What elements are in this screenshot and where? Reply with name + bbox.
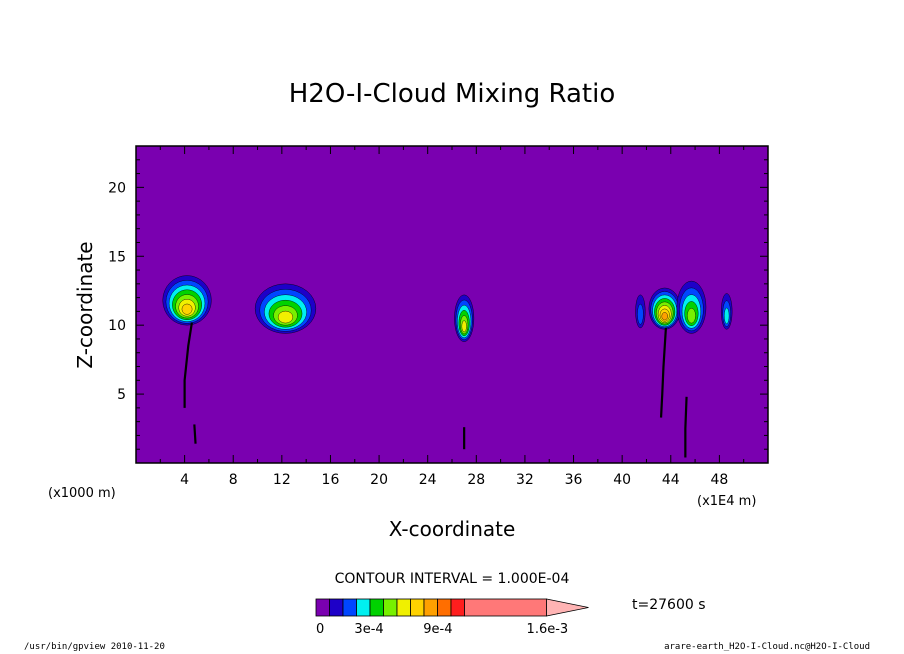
contour-streak bbox=[659, 327, 668, 418]
contour-streak bbox=[193, 424, 197, 444]
footer-left: /usr/bin/gpview 2010-11-20 bbox=[24, 642, 165, 652]
y-tick-label: 20 bbox=[108, 180, 126, 196]
x-tick-label: 12 bbox=[273, 472, 291, 488]
x-tick-label: 44 bbox=[662, 472, 680, 488]
x-unit-right: (x1E4 m) bbox=[697, 494, 756, 509]
y-tick-label: 5 bbox=[117, 387, 126, 403]
colorbar bbox=[315, 598, 589, 617]
colorbar-box bbox=[383, 598, 398, 617]
time-label: t=27600 s bbox=[632, 597, 706, 613]
colorbar-box bbox=[356, 598, 371, 617]
cloud-contour-level bbox=[661, 312, 668, 321]
colorbar-label: 9e-4 bbox=[423, 622, 452, 637]
y-tick-label: 10 bbox=[108, 318, 126, 334]
x-tick-labels: 4 8 12 16 20 24 28 32 36 40 44 48 bbox=[180, 472, 728, 488]
cloud-contour-level bbox=[637, 303, 644, 325]
contour-lines bbox=[183, 322, 688, 458]
x-tick-label: 36 bbox=[565, 472, 583, 488]
colorbar-box bbox=[396, 598, 411, 617]
y-axis-label: Z-coordinate bbox=[73, 241, 97, 368]
x-tick-label: 8 bbox=[229, 472, 238, 488]
x-tick-label: 4 bbox=[180, 472, 189, 488]
x-tick-label: 48 bbox=[710, 472, 728, 488]
x-tick-label: 28 bbox=[467, 472, 485, 488]
colorbar-box bbox=[329, 598, 344, 617]
x-tick-label: 32 bbox=[516, 472, 534, 488]
cloud-contour-level bbox=[687, 307, 696, 324]
y-tick-labels: 5 10 15 20 bbox=[108, 180, 126, 403]
contour-interval-text: CONTOUR INTERVAL = 1.000E-04 bbox=[335, 571, 570, 587]
colorbar-labels: 0 3e-4 9e-4 1.6e-3 bbox=[316, 622, 568, 637]
colorbar-box bbox=[450, 598, 465, 617]
colorbar-label: 0 bbox=[316, 622, 324, 637]
contour-streak bbox=[684, 396, 688, 458]
footer-right: arare-earth_H2O-I-Cloud.nc@H2O-I-Cloud bbox=[664, 642, 870, 652]
y-tick-label: 15 bbox=[108, 249, 126, 265]
contour-streak bbox=[183, 322, 193, 408]
colorbar-box bbox=[423, 598, 438, 617]
cloud-contour-level bbox=[461, 320, 467, 333]
x-tick-label: 40 bbox=[613, 472, 631, 488]
colorbar-box bbox=[437, 598, 452, 617]
colorbar-box bbox=[410, 598, 425, 617]
colorbar-label: 3e-4 bbox=[354, 622, 383, 637]
plot-area bbox=[135, 145, 769, 464]
colorbar-box bbox=[369, 598, 384, 617]
colorbar-box bbox=[464, 598, 547, 617]
cloud-contour-level bbox=[724, 307, 730, 325]
colorbar-arrow bbox=[546, 598, 589, 617]
x-tick-label: 24 bbox=[419, 472, 437, 488]
x-tick-label: 20 bbox=[370, 472, 388, 488]
x-axis-label: X-coordinate bbox=[389, 517, 516, 541]
axis-ticks bbox=[136, 146, 768, 463]
chart-title: H2O-I-Cloud Mixing Ratio bbox=[289, 79, 616, 109]
colorbar-box bbox=[342, 598, 357, 617]
cloud-contour-level bbox=[181, 303, 193, 315]
x-unit-left: (x1000 m) bbox=[48, 486, 116, 501]
colorbar-box bbox=[315, 598, 330, 617]
cloud-contours bbox=[162, 275, 733, 342]
x-tick-label: 16 bbox=[322, 472, 340, 488]
cloud-contour-level bbox=[277, 310, 294, 324]
colorbar-label: 1.6e-3 bbox=[527, 622, 569, 637]
